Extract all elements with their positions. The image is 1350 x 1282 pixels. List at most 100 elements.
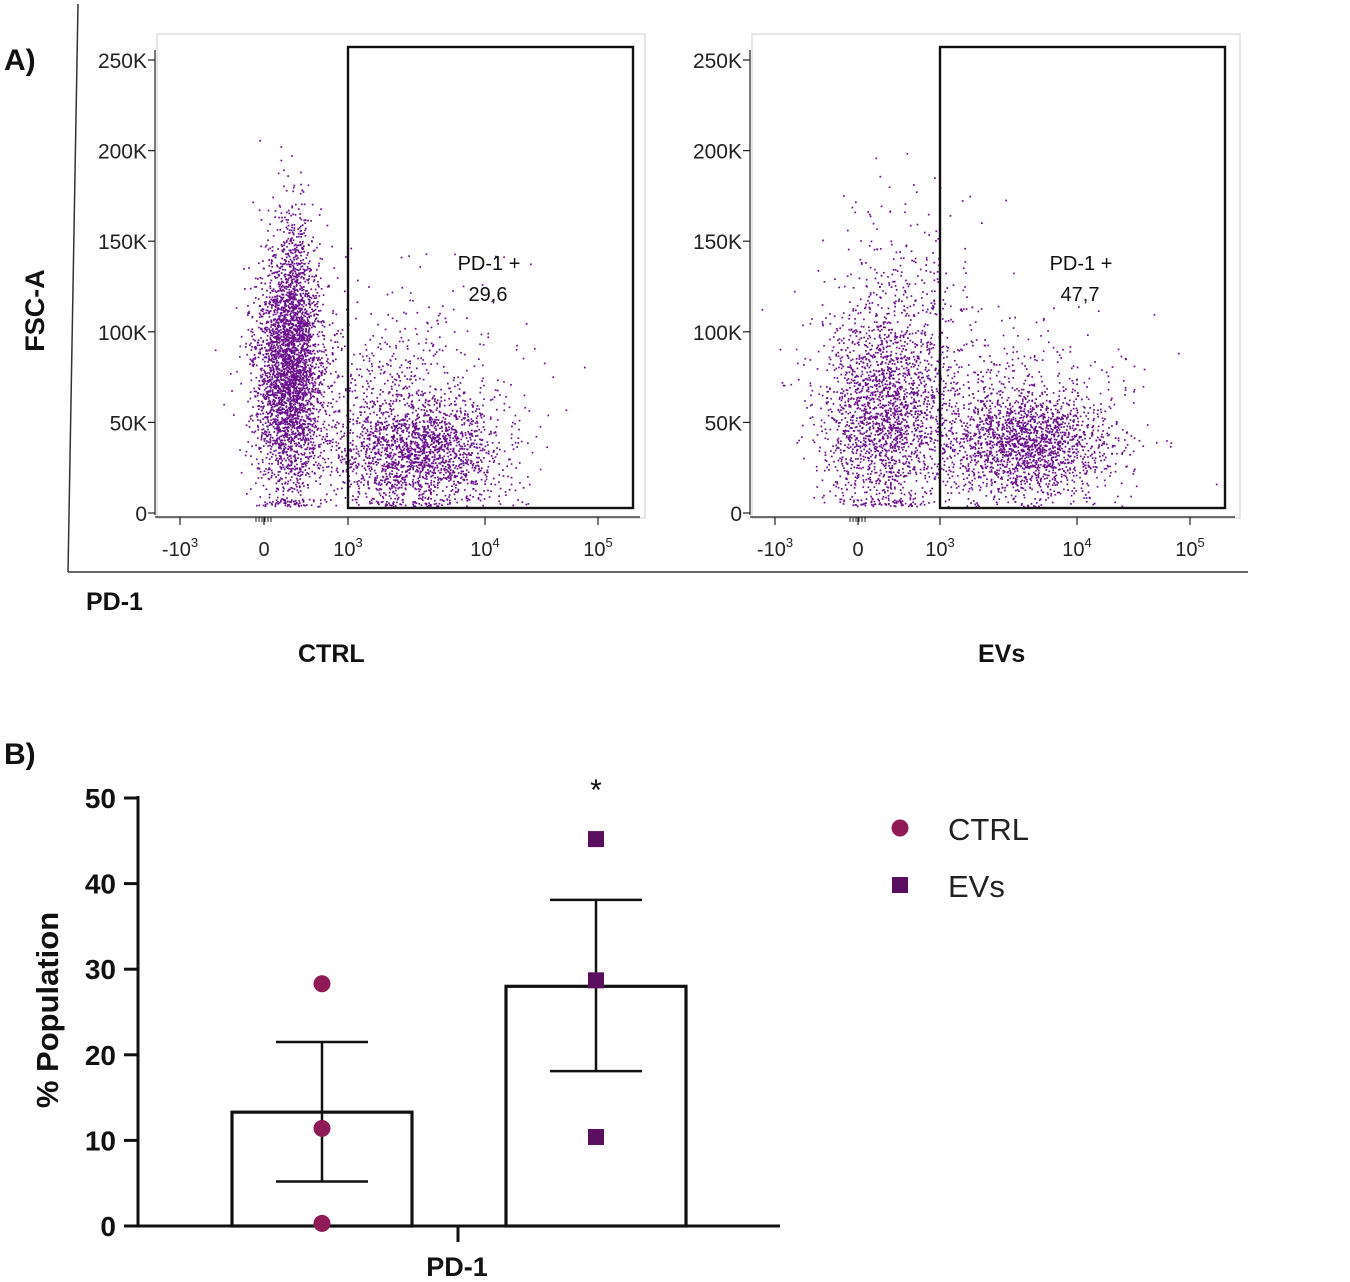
ctrl-event-dot	[292, 318, 294, 321]
ctrl-event-dot	[302, 321, 304, 323]
ctrl-event-dot	[292, 268, 295, 270]
ctrl-event-dot	[285, 391, 287, 394]
ctrl-event-dot	[296, 244, 298, 247]
ctrl-event-dot	[284, 402, 287, 404]
ctrl-event-dot	[292, 375, 294, 378]
ctrl-event-dot	[322, 320, 324, 322]
ctrl-event-dot	[300, 387, 302, 390]
ctrl-event-dot	[449, 473, 451, 476]
ctrl-event-dot	[281, 306, 283, 309]
ctrl-event-dot	[484, 483, 486, 485]
ctrl-event-dot	[301, 265, 304, 268]
ctrl-event-dot	[289, 461, 292, 463]
ctrl-event-dot	[307, 391, 310, 394]
ctrl-event-dot	[294, 268, 297, 270]
ctrl-event-dot	[493, 396, 496, 398]
ctrl-event-dot	[286, 299, 288, 301]
ctrl-event-dot	[423, 442, 426, 445]
ctrl-event-dot	[450, 453, 452, 456]
ctrl-event-dot	[279, 229, 282, 231]
ctrl-event-dot	[305, 375, 307, 378]
ctrl-event-dot	[378, 492, 381, 495]
ctrl-event-dot	[472, 496, 474, 498]
ctrl-event-dot	[281, 464, 284, 466]
ctrl-event-dot	[290, 476, 293, 478]
ctrl-event-dot	[312, 325, 315, 328]
ctrl-event-dot	[390, 463, 393, 465]
ctrl-event-dot	[297, 269, 300, 272]
ctrl-event-dot	[279, 446, 282, 449]
ctrl-event-dot	[278, 391, 280, 393]
ctrl-event-dot	[270, 279, 273, 282]
ctrl-event-dot	[270, 307, 273, 309]
ctrl-event-dot	[275, 387, 277, 390]
ctrl-event-dot	[401, 478, 404, 481]
ctrl-event-dot	[317, 390, 319, 392]
ctrl-event-dot	[297, 395, 300, 397]
ctrl-event-dot	[460, 472, 463, 475]
ctrl-event-dot	[412, 407, 415, 410]
ctrl-event-dot	[294, 395, 297, 397]
ctrl-event-dot	[318, 391, 321, 394]
ctrl-event-dot	[261, 434, 263, 436]
ctrl-event-dot	[470, 480, 473, 483]
ctrl-event-dot	[275, 423, 277, 425]
ctrl-event-dot	[422, 394, 424, 397]
ctrl-event-dot	[357, 485, 360, 487]
ctrl-event-dot	[301, 406, 304, 409]
ctrl-event-dot	[302, 325, 304, 327]
ctrl-event-dot	[286, 411, 289, 413]
ctrl-event-dot	[297, 433, 300, 436]
ctrl-event-dot	[408, 449, 411, 452]
ctrl-event-dot	[292, 398, 294, 400]
ctrl-event-dot	[291, 309, 294, 312]
ctrl-event-dot	[384, 399, 386, 402]
ctrl-event-dot	[296, 279, 299, 281]
ctrl-event-dot	[275, 291, 278, 294]
ctrl-event-dot	[272, 422, 274, 424]
ctrl-event-dot	[296, 304, 298, 307]
ctrl-event-dot	[289, 313, 291, 316]
ctrl-event-dot	[278, 334, 281, 336]
ctrl-event-dot	[392, 503, 395, 506]
ctrl-event-dot	[300, 326, 303, 329]
ctrl-event-dot	[364, 401, 367, 403]
ctrl-event-dot	[307, 437, 310, 440]
ctrl-event-dot	[293, 314, 296, 316]
ctrl-event-dot	[406, 402, 409, 405]
ctrl-event-dot	[288, 464, 290, 467]
ctrl-event-dot	[276, 297, 279, 300]
ctrl-event-dot	[296, 389, 298, 392]
ctrl-event-dot	[399, 456, 401, 458]
ctrl-event-dot	[315, 313, 318, 315]
ctrl-event-dot	[310, 315, 312, 317]
ctrl-event-dot	[256, 437, 259, 440]
ctrl-event-dot	[448, 467, 451, 470]
ctrl-event-dot	[268, 364, 271, 367]
ctrl-event-dot	[272, 301, 275, 304]
ctrl-event-dot	[256, 415, 259, 418]
ctrl-event-dot	[288, 336, 290, 339]
ctrl-event-dot	[240, 335, 243, 338]
ctrl-event-dot	[454, 436, 457, 439]
ctrl-event-dot	[273, 336, 276, 339]
ctrl-event-dot	[495, 425, 498, 428]
ctrl-event-dot	[308, 316, 311, 319]
ctrl-event-dot	[251, 315, 254, 318]
ctrl-event-dot	[273, 394, 275, 397]
ctrl-event-dot	[290, 284, 292, 286]
ctrl-event-dot	[294, 411, 296, 414]
ctrl-event-dot	[479, 412, 481, 415]
ctrl-event-dot	[270, 404, 273, 407]
ctrl-event-dot	[362, 484, 365, 486]
ctrl-event-dot	[475, 456, 478, 459]
ctrl-event-dot	[295, 502, 298, 505]
ctrl-event-dot	[445, 426, 447, 429]
ctrl-event-dot	[410, 441, 413, 444]
ctrl-event-dot	[248, 420, 250, 423]
ctrl-event-dot	[307, 415, 310, 418]
ctrl-event-dot	[245, 346, 247, 348]
ctrl-event-dot	[249, 418, 252, 420]
ctrl-event-dot	[458, 450, 460, 452]
ctrl-event-dot	[297, 257, 299, 259]
